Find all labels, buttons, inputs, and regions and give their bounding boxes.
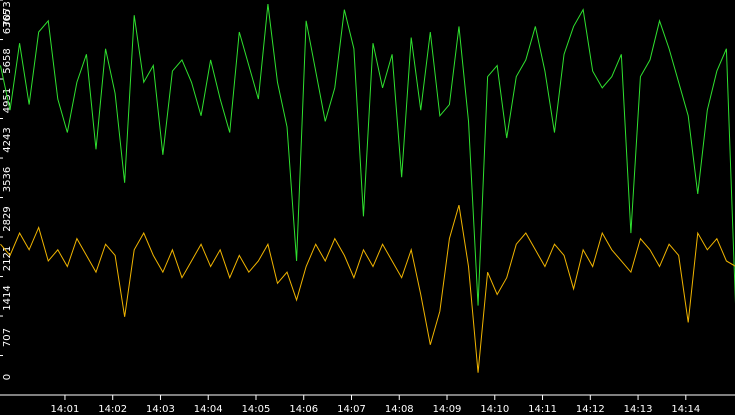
y-tick-label: 2829 bbox=[2, 206, 13, 231]
x-tick-label: 14:14 bbox=[671, 404, 700, 415]
x-tick-label: 14:02 bbox=[98, 404, 127, 415]
series-line bbox=[0, 4, 735, 306]
x-tick-label: 14:03 bbox=[146, 404, 175, 415]
x-tick-label: 14:07 bbox=[337, 404, 366, 415]
y-tick-label: 4243 bbox=[2, 127, 13, 152]
x-tick-label: 14:04 bbox=[194, 404, 223, 415]
x-tick-label: 14:01 bbox=[51, 404, 80, 415]
y-tick-label: 7073 bbox=[2, 1, 13, 26]
y-tick-label: 3536 bbox=[2, 167, 13, 192]
x-tick-label: 14:11 bbox=[528, 404, 557, 415]
x-tick-label: 14:05 bbox=[242, 404, 271, 415]
y-tick-label: 1414 bbox=[2, 285, 13, 310]
y-tick-label: 707 bbox=[2, 328, 13, 347]
series-line bbox=[0, 204, 735, 373]
x-tick-label: 14:10 bbox=[480, 404, 509, 415]
x-tick-label: 14:13 bbox=[624, 404, 653, 415]
y-tick-label: 0 bbox=[2, 374, 13, 380]
x-tick-label: 14:08 bbox=[385, 404, 414, 415]
y-tick-label: 2121 bbox=[2, 246, 13, 271]
x-tick-label: 14:06 bbox=[289, 404, 318, 415]
x-tick-label: 14:09 bbox=[433, 404, 462, 415]
y-tick-label: 5658 bbox=[2, 48, 13, 73]
x-tick-label: 14:12 bbox=[576, 404, 605, 415]
y-tick-label: 6365 bbox=[2, 9, 13, 34]
